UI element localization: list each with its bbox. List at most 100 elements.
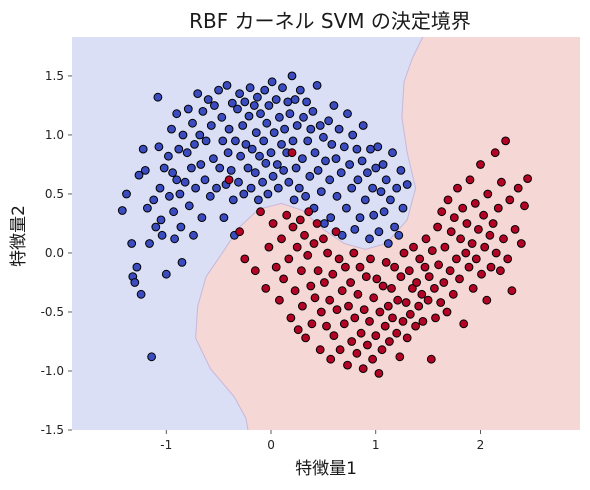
class0-point bbox=[396, 166, 406, 175]
class0-point bbox=[316, 187, 326, 197]
class0-point bbox=[388, 148, 397, 158]
class0-point bbox=[217, 112, 227, 122]
class0-point bbox=[283, 97, 293, 107]
class0-point bbox=[368, 183, 378, 193]
class1-point bbox=[516, 239, 526, 248]
class0-point bbox=[214, 85, 224, 95]
class1-point bbox=[501, 136, 511, 146]
class0-point bbox=[280, 124, 290, 134]
class1-point bbox=[310, 293, 320, 303]
class1-point bbox=[297, 266, 306, 276]
class0-point bbox=[383, 239, 393, 248]
class0-point bbox=[165, 191, 174, 201]
class0-point bbox=[159, 163, 169, 173]
class0-point bbox=[145, 239, 154, 248]
class0-point bbox=[312, 81, 322, 90]
class0-point bbox=[187, 163, 196, 173]
class0-point bbox=[261, 158, 271, 168]
class1-point bbox=[398, 317, 408, 326]
class1-point bbox=[240, 254, 250, 264]
class1-point bbox=[368, 354, 378, 364]
class1-point bbox=[430, 284, 439, 293]
class0-point bbox=[310, 148, 320, 158]
class0-point bbox=[251, 128, 261, 138]
class0-point bbox=[272, 160, 282, 169]
class1-point bbox=[366, 254, 375, 264]
x-tick-label: 2 bbox=[477, 438, 485, 452]
class0-point bbox=[394, 230, 404, 240]
class0-point bbox=[189, 230, 198, 240]
class0-point bbox=[273, 183, 283, 193]
class0-point bbox=[253, 92, 262, 102]
class0-point bbox=[266, 148, 276, 158]
class0-point bbox=[184, 201, 194, 211]
class0-point bbox=[172, 175, 182, 185]
class0-point bbox=[241, 140, 251, 149]
class1-point bbox=[271, 262, 281, 272]
x-tick-label: 0 bbox=[267, 438, 275, 452]
class1-point bbox=[369, 293, 379, 303]
class0-point bbox=[127, 239, 137, 248]
class1-point bbox=[418, 317, 428, 326]
y-tick-label: 1.5 bbox=[45, 69, 64, 83]
class1-point bbox=[490, 148, 500, 158]
class0-point bbox=[238, 121, 248, 130]
class1-point bbox=[343, 360, 352, 370]
y-tick-label: 0.5 bbox=[45, 187, 64, 201]
class1-point bbox=[292, 242, 302, 252]
class1-point bbox=[261, 284, 271, 293]
class1-point bbox=[320, 278, 329, 287]
class1-point bbox=[365, 317, 374, 326]
class0-point bbox=[249, 101, 259, 110]
class0-point bbox=[326, 213, 336, 223]
class1-point bbox=[436, 298, 446, 307]
class1-point bbox=[477, 269, 486, 279]
class1-point bbox=[412, 278, 422, 287]
class0-point bbox=[294, 183, 304, 193]
class0-point bbox=[174, 144, 184, 154]
class1-point bbox=[329, 331, 339, 341]
class0-point bbox=[224, 124, 234, 134]
class1-point bbox=[322, 321, 331, 331]
class1-point bbox=[496, 266, 505, 276]
class1-point bbox=[286, 313, 296, 323]
class1-point bbox=[488, 219, 498, 228]
class1-point bbox=[295, 215, 305, 225]
class1-point bbox=[465, 175, 475, 185]
class0-point bbox=[231, 136, 240, 146]
class0-point bbox=[342, 203, 351, 213]
class0-point bbox=[183, 104, 193, 114]
class0-point bbox=[222, 81, 232, 90]
class0-point bbox=[172, 109, 182, 119]
class1-point bbox=[390, 262, 400, 272]
class0-point bbox=[327, 140, 337, 149]
x-axis-label: 特徴量1 bbox=[295, 459, 357, 479]
class0-point bbox=[200, 175, 210, 185]
class1-point bbox=[392, 328, 402, 338]
class1-point bbox=[404, 266, 414, 276]
class0-point bbox=[156, 215, 166, 225]
class0-point bbox=[366, 144, 375, 154]
class0-point bbox=[234, 177, 243, 187]
class0-point bbox=[365, 234, 374, 244]
class1-point bbox=[474, 225, 483, 234]
class0-point bbox=[313, 166, 323, 175]
class0-point bbox=[331, 154, 341, 164]
class1-point bbox=[326, 354, 336, 364]
class0-point bbox=[177, 258, 187, 267]
class1-point bbox=[462, 219, 472, 228]
class0-point bbox=[170, 234, 180, 244]
class0-point bbox=[198, 107, 208, 116]
class1-point bbox=[503, 254, 513, 264]
class0-point bbox=[379, 207, 389, 217]
class0-point bbox=[376, 187, 386, 197]
class0-point bbox=[245, 83, 255, 93]
class0-point bbox=[402, 180, 412, 189]
class1-point bbox=[268, 219, 278, 228]
class0-point bbox=[246, 183, 256, 193]
class0-point bbox=[371, 163, 381, 173]
class0-point bbox=[134, 170, 144, 180]
class1-point bbox=[356, 328, 366, 338]
class1-point bbox=[312, 219, 322, 228]
class0-point bbox=[226, 166, 236, 175]
